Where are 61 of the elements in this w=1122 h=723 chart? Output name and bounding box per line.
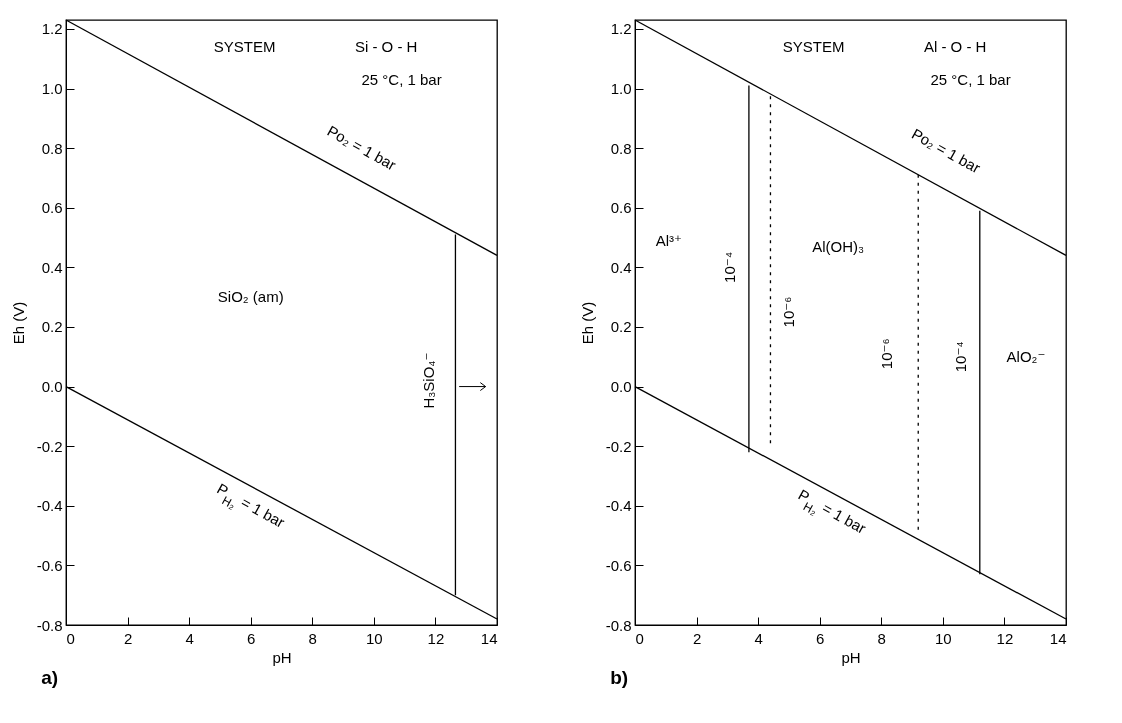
y-tick-label: -0.8 — [36, 616, 63, 634]
annotation: Po₂ = 1 bar — [909, 124, 984, 177]
y-tick-label: 0.0 — [41, 378, 63, 396]
annotation: Al(OH)₃ — [812, 237, 865, 255]
annotation: Po₂ = 1 bar — [324, 121, 399, 174]
annotation: 10⁻⁶ — [779, 296, 797, 328]
y-tick-label: 0.6 — [41, 199, 63, 217]
y-tick-label: 1.2 — [41, 20, 63, 38]
y-tick-label: 0.0 — [610, 378, 632, 396]
annotation: 10⁻⁶ — [878, 338, 896, 370]
y-tick-label: 0.4 — [41, 258, 63, 276]
y-tick-label: 0.2 — [41, 318, 63, 336]
annotation: 10⁻⁴ — [952, 341, 970, 373]
annotation: Al³⁺ — [655, 231, 682, 249]
annotation: SiO₂ (am) — [217, 288, 284, 306]
y-tick-label: -0.4 — [36, 497, 63, 515]
x-tick-label: 8 — [877, 629, 886, 647]
x-tick-label: 0 — [66, 629, 75, 647]
x-tick-label: 0 — [635, 629, 644, 647]
x-tick-label: 4 — [185, 629, 194, 647]
y-tick-label: 0.8 — [41, 139, 63, 157]
y-tick-label: 0.2 — [610, 318, 632, 336]
y-tick-label: 1.2 — [610, 20, 632, 38]
annotation: 25 °C, 1 bar — [361, 70, 442, 88]
x-tick-label: 8 — [308, 629, 317, 647]
x-tick-label: 10 — [366, 629, 383, 647]
annotation: 10⁻⁴ — [721, 251, 739, 283]
y-axis-title: Eh (V) — [9, 301, 27, 345]
annotation: Al - O - H — [923, 37, 987, 55]
x-tick-label: 12 — [996, 629, 1014, 647]
y-tick-label: -0.6 — [605, 556, 632, 574]
annotation: SYSTEM — [213, 37, 276, 55]
annotation: 25 °C, 1 bar — [930, 70, 1011, 88]
x-tick-label: 4 — [754, 629, 763, 647]
y-tick-label: -0.2 — [36, 437, 63, 455]
x-axis-title: pH — [841, 648, 861, 666]
text: b) — [610, 667, 629, 688]
annotation: AlO₂⁻ — [1006, 347, 1046, 365]
y-tick-label: -0.4 — [605, 497, 632, 515]
x-tick-label: 12 — [427, 629, 445, 647]
x-axis-title: pH — [272, 648, 292, 666]
x-tick-label: 6 — [247, 629, 256, 647]
text: a) — [41, 667, 59, 688]
x-tick-label: 2 — [692, 629, 702, 647]
annotation: Si - O - H — [354, 37, 418, 55]
x-tick-label: 14 — [1049, 629, 1067, 647]
x-tick-label: 14 — [480, 629, 498, 647]
y-tick-label: 0.4 — [610, 258, 632, 276]
x-tick-label: 6 — [816, 629, 825, 647]
y-tick-label: 1.0 — [610, 80, 632, 98]
y-tick-label: 0.8 — [610, 139, 632, 157]
y-tick-label: -0.6 — [36, 556, 63, 574]
y-tick-label: 0.6 — [610, 199, 632, 217]
y-tick-label: 1.0 — [41, 80, 63, 98]
x-tick-label: 2 — [123, 629, 133, 647]
annotation: H₃SiO₄⁻ — [420, 352, 438, 409]
x-tick-label: 10 — [935, 629, 952, 647]
y-axis-title: Eh (V) — [578, 301, 596, 345]
annotation: SYSTEM — [782, 37, 845, 55]
y-tick-label: -0.8 — [605, 616, 632, 634]
y-tick-label: -0.2 — [605, 437, 632, 455]
